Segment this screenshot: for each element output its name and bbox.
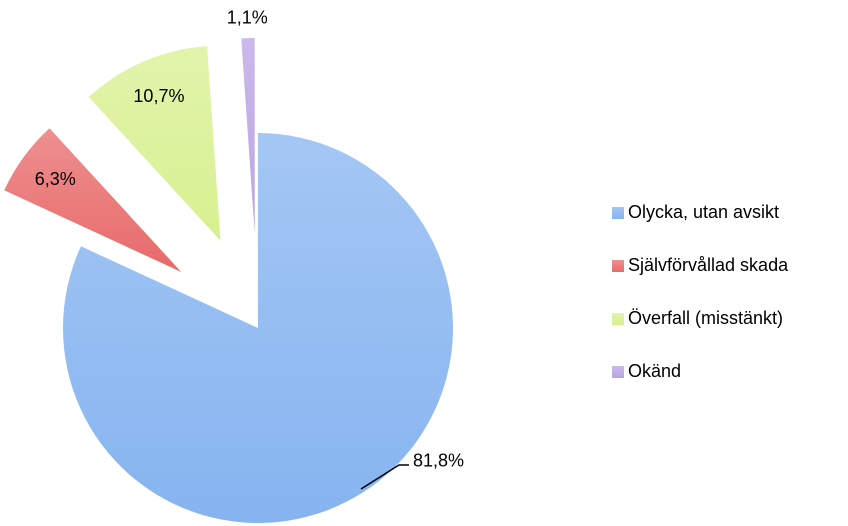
pie-slice xyxy=(62,133,454,523)
legend-swatch xyxy=(612,207,624,219)
pie-slice xyxy=(4,128,182,272)
data-label: 6,3% xyxy=(35,169,76,189)
legend-swatch xyxy=(612,366,624,378)
legend-label: Överfall (misstänkt) xyxy=(628,308,783,328)
pie-slice xyxy=(241,38,255,234)
data-label: 10,7% xyxy=(133,86,184,106)
legend-label: Okänd xyxy=(628,361,681,381)
pie-slice xyxy=(88,46,221,241)
legend-swatch xyxy=(612,260,624,272)
legend-swatch xyxy=(612,313,624,325)
data-label: 81,8% xyxy=(413,451,464,471)
leader-line xyxy=(360,464,409,490)
legend-label: Olycka, utan avsikt xyxy=(628,202,779,222)
legend-label: Självförvållad skada xyxy=(628,255,789,275)
data-label: 1,1% xyxy=(227,7,268,27)
